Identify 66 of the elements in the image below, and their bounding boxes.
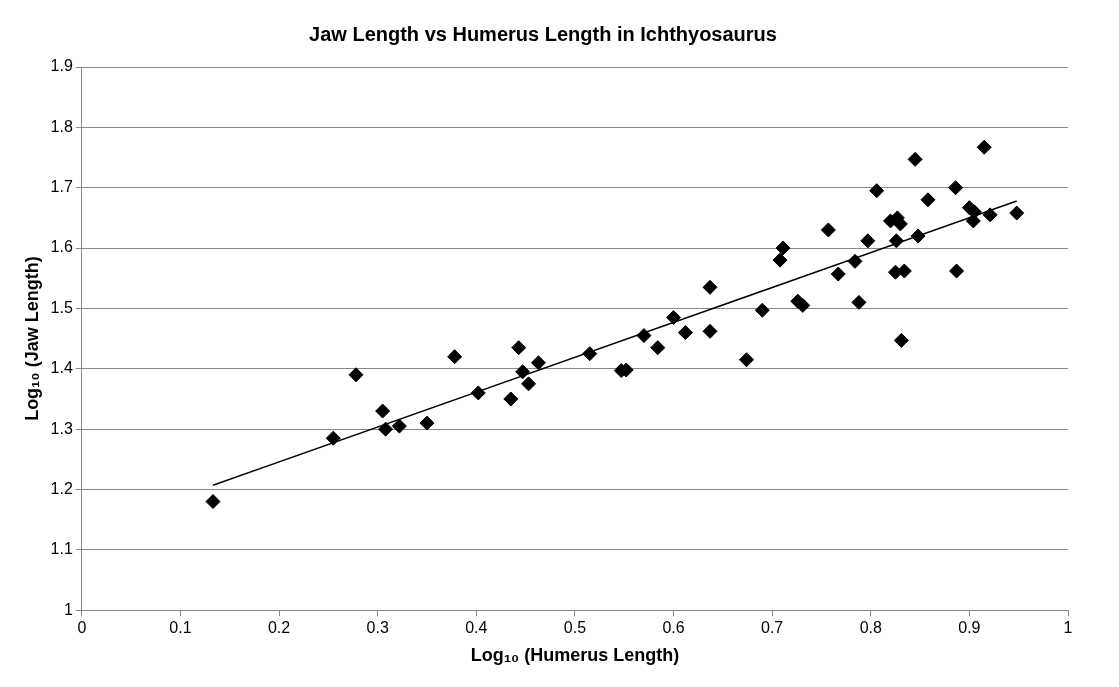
point [650,340,666,356]
point [851,294,867,310]
point [907,151,923,167]
point [860,233,876,249]
point [677,325,693,341]
point [205,494,221,510]
point [976,139,992,155]
y-axis-title: Log₁₀ (Jaw Length) [21,256,42,421]
x-tick-label: 0.1 [169,619,192,637]
point [470,385,486,401]
point [888,233,904,249]
point [515,364,531,380]
y-tick-label: 1.3 [50,419,73,437]
y-tick-label: 1.4 [50,359,73,377]
y-tick-label: 1 [63,600,73,618]
point [666,309,682,325]
point [775,240,791,256]
y-tick-label: 1.6 [50,238,73,256]
point [772,252,788,268]
point [511,340,527,356]
point [982,207,998,223]
point [503,391,519,407]
y-tick-label: 1.8 [50,117,73,135]
point [419,415,435,431]
point [948,180,964,196]
x-tick-label: 0.4 [465,619,488,637]
y-tick-label: 1.1 [50,540,73,558]
x-tick-label: 0.7 [761,619,784,637]
point [521,376,537,392]
point [378,421,394,437]
point [1009,205,1025,221]
x-tick-label: 0.6 [662,619,685,637]
point [702,279,718,295]
point [375,403,391,419]
point [447,349,463,365]
point [754,302,770,318]
x-tick-label: 0.3 [366,619,389,637]
x-tick-label: 0.5 [563,619,587,637]
x-axis-title: Log₁₀ (Humerus Length) [470,645,680,666]
chart-title: Jaw Length vs Humerus Length in Ichthyosaurus [309,22,777,45]
point [636,328,652,344]
point [348,367,364,383]
point [795,297,811,313]
point [847,253,863,269]
point [893,332,909,348]
point [582,346,598,362]
x-tick-label: 1 [1063,619,1073,637]
point [869,183,885,199]
point [820,222,836,238]
point [530,355,546,371]
y-tick-label: 1.9 [50,57,73,75]
x-tick-label: 0.9 [958,619,981,637]
point [702,323,718,339]
point [949,263,965,279]
point [920,192,936,208]
y-tick-label: 1.2 [50,479,73,497]
y-tick-label: 1.5 [50,298,73,316]
point [391,418,407,434]
x-tick-label: 0.2 [267,619,291,637]
y-tick-label: 1.7 [50,178,73,196]
point [739,352,755,368]
x-tick-label: 0 [77,619,87,637]
point [325,430,341,446]
point [910,228,926,244]
x-tick-label: 0.8 [859,619,882,637]
point [830,266,846,282]
